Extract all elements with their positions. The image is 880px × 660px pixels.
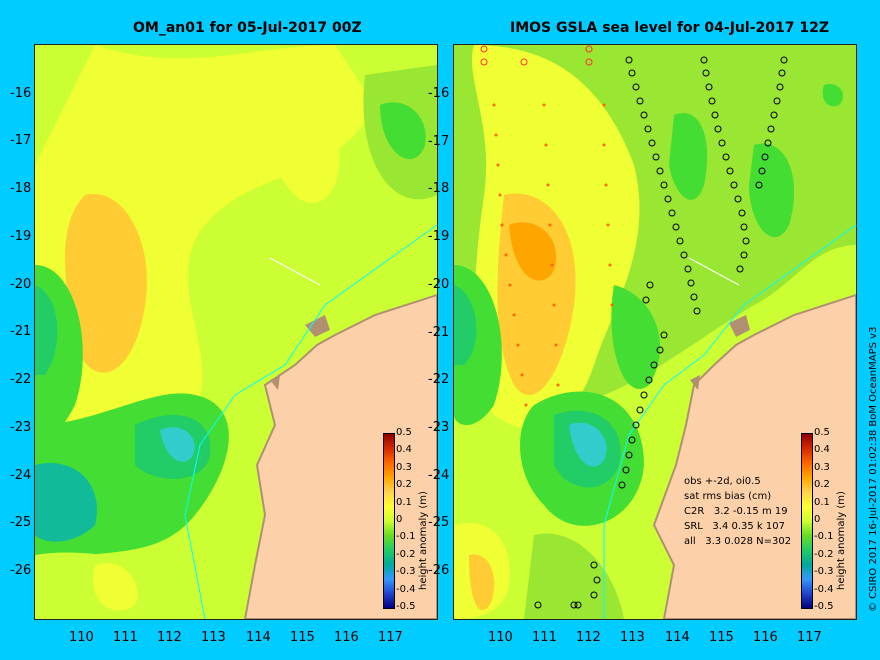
right-x-tick: 111 xyxy=(532,630,557,645)
colorbar-label: -0.5 xyxy=(814,601,834,612)
right-y-tick: -24 xyxy=(428,467,450,483)
info-line: SRL 3.4 0.35 k 107 xyxy=(684,521,785,532)
colorbar-label: -0.3 xyxy=(814,566,834,578)
left-y-tick: -22 xyxy=(10,372,32,387)
left-x-tick: 113 xyxy=(201,630,226,645)
left-map xyxy=(35,45,437,619)
left-y-tick: -25 xyxy=(10,515,32,530)
colorbar-label: -0.1 xyxy=(396,531,416,543)
right-y-tick: -16 xyxy=(428,86,450,101)
left-y-tick: -21 xyxy=(10,324,32,339)
left-y-tick: -24 xyxy=(10,468,32,483)
right-x-tick: 114 xyxy=(665,630,690,645)
colorbar-label: 0.1 xyxy=(396,496,412,508)
right-y-tick: -20 xyxy=(428,276,450,292)
colorbar-label: 0.2 xyxy=(814,479,830,491)
left-y-tick: -26 xyxy=(10,563,32,578)
left-colorbar xyxy=(383,433,395,609)
left-y-tick: -20 xyxy=(10,277,32,292)
colorbar-label: -0.2 xyxy=(396,548,416,560)
colorbar-label: 0 xyxy=(814,514,821,525)
info-line: C2R 3.2 -0.15 m 19 xyxy=(684,506,788,517)
left-x-tick: 116 xyxy=(334,630,359,645)
left-y-tick: -18 xyxy=(10,181,32,196)
credit-text: © CSIRO 2017 16-Jul-2017 01:02:38 BoM Oc… xyxy=(868,326,879,612)
right-y-tick: -25 xyxy=(428,515,450,531)
right-y-tick: -18 xyxy=(428,181,450,197)
colorbar-label: -0.1 xyxy=(814,531,834,543)
colorbar-label: -0.4 xyxy=(814,583,834,595)
right-panel-title: IMOS GSLA sea level for 04-Jul-2017 12Z xyxy=(510,20,829,36)
left-y-tick: -23 xyxy=(10,420,32,435)
right-colorbar xyxy=(801,433,813,609)
right-x-tick: 112 xyxy=(576,630,601,645)
right-x-tick: 110 xyxy=(488,630,513,645)
left-x-tick: 112 xyxy=(157,630,182,645)
right-y-tick: -26 xyxy=(428,563,450,578)
right-map xyxy=(454,45,856,619)
track-dots xyxy=(492,103,614,407)
right-y-tick: -17 xyxy=(428,133,450,149)
track-circles xyxy=(480,45,788,609)
colorbar-label: 0.4 xyxy=(396,444,412,456)
info-line: all 3.3 0.028 N=302 xyxy=(684,536,792,547)
colorbar-label: -0.3 xyxy=(396,566,416,578)
colorbar-label: 0.5 xyxy=(396,427,412,438)
right-y-tick: -19 xyxy=(428,229,450,245)
colorbar-label: -0.4 xyxy=(396,583,416,595)
left-x-tick: 110 xyxy=(69,630,94,645)
left-x-tick: 114 xyxy=(246,630,271,645)
left-y-tick: -19 xyxy=(10,229,32,244)
colorbar-label: 0.4 xyxy=(814,444,830,456)
colorbar-label: -0.5 xyxy=(396,601,416,612)
colorbar-label: 0.1 xyxy=(814,496,830,508)
right-y-tick: -22 xyxy=(428,372,450,388)
left-panel-title: OM_an01 for 05-Jul-2017 00Z xyxy=(133,20,362,36)
left-map-panel xyxy=(34,44,438,620)
left-x-tick: 115 xyxy=(290,630,315,645)
right-map-panel xyxy=(453,44,857,620)
colorbar-label: -0.2 xyxy=(814,548,834,560)
right-x-tick: 115 xyxy=(709,630,734,645)
colorbar-label: 0.2 xyxy=(396,479,412,491)
info-line: obs +-2d, oi0.5 xyxy=(684,476,761,487)
right-x-tick: 117 xyxy=(797,630,822,645)
info-line: sat rms bias (cm) xyxy=(684,491,772,502)
right-x-tick: 116 xyxy=(753,630,778,645)
colorbar-label: 0 xyxy=(396,514,403,525)
colorbar-label: 0.3 xyxy=(396,461,412,473)
left-y-tick: -17 xyxy=(10,133,32,148)
left-x-tick: 117 xyxy=(378,630,403,645)
left-x-tick: 111 xyxy=(113,630,138,645)
right-y-tick: -21 xyxy=(428,324,450,340)
right-x-tick: 113 xyxy=(620,630,645,645)
right-y-tick: -23 xyxy=(428,419,450,435)
left-y-tick: -16 xyxy=(10,86,32,101)
colorbar-label: 0.3 xyxy=(814,461,830,473)
right-colorbar-title: height anomaly (m) xyxy=(836,491,847,590)
colorbar-label: 0.5 xyxy=(814,427,830,438)
